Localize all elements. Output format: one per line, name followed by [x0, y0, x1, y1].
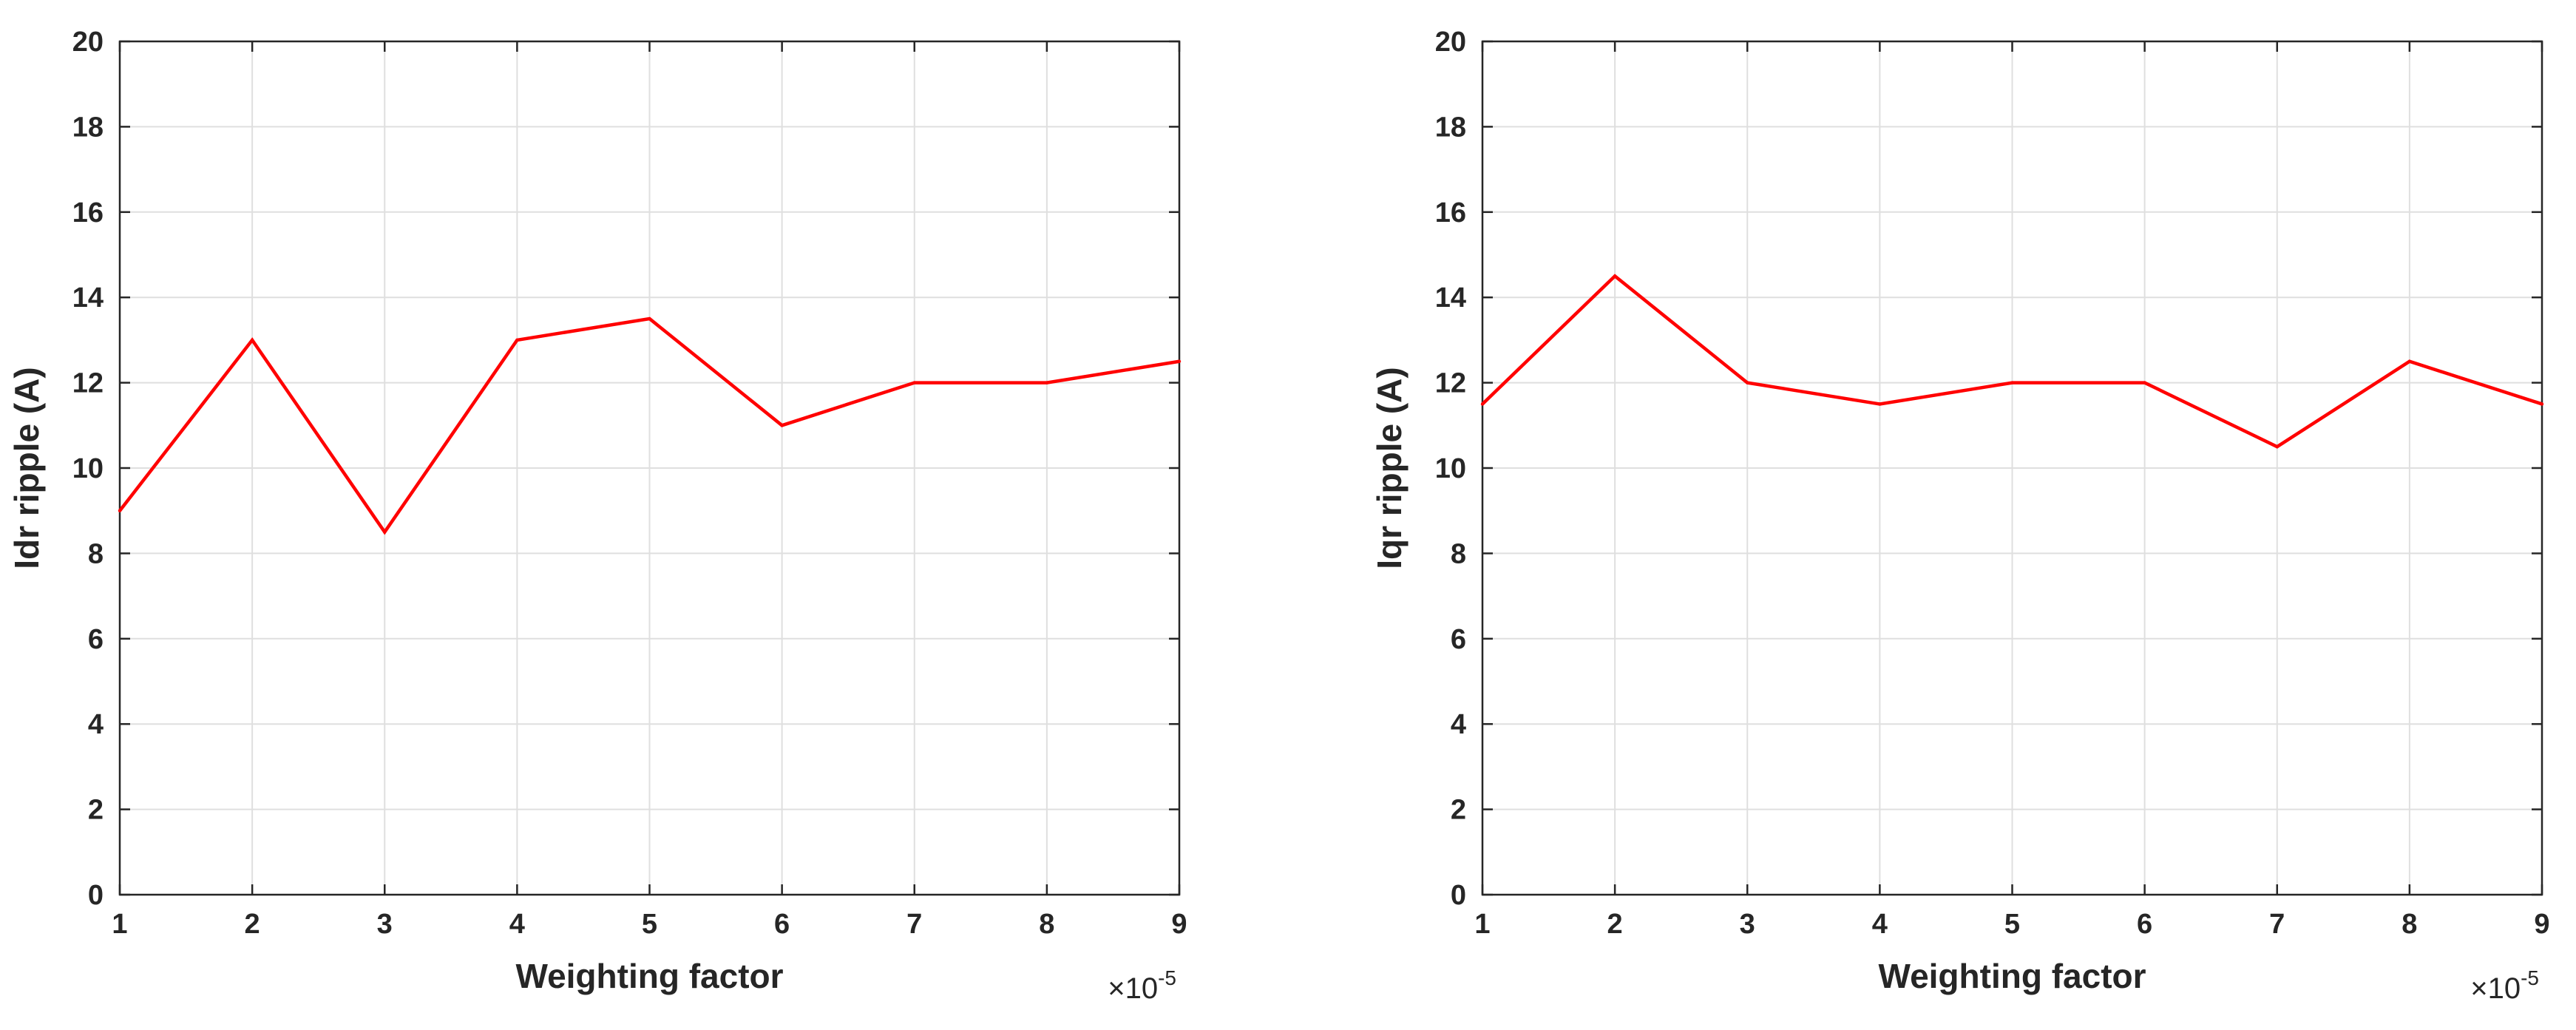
x-tick-label: 5: [642, 909, 657, 940]
x-tick-label: 9: [2534, 909, 2549, 940]
x-tick-label: 2: [245, 909, 260, 940]
y-tick-label: 16: [1435, 197, 1466, 228]
data-point: [515, 338, 519, 342]
data-point: [1746, 381, 1749, 384]
y-tick-label: 18: [1435, 112, 1466, 143]
y-axis-label: Iqr ripple (A): [1370, 367, 1409, 569]
data-point: [1045, 381, 1049, 384]
y-tick-label: 2: [1451, 795, 1466, 826]
y-tick-label: 4: [88, 709, 104, 740]
x-tick-label: 8: [1039, 909, 1054, 940]
y-tick-label: 10: [1435, 453, 1466, 484]
data-point: [2540, 402, 2544, 406]
grid: [1482, 41, 2543, 895]
x-tick-label: 6: [2137, 909, 2152, 940]
y-tick-label: 2: [88, 795, 104, 826]
data-point: [648, 316, 651, 321]
y-tick-label: 12: [1435, 368, 1466, 399]
y-tick-label: 12: [72, 368, 104, 399]
x-tick-label: 1: [112, 909, 127, 940]
data-point: [250, 338, 254, 342]
x-tick-label: 1: [1474, 909, 1490, 940]
y-tick-label: 8: [88, 538, 104, 569]
x-exponent-power: -5: [2521, 966, 2539, 989]
data-point: [1480, 402, 1485, 406]
y-tick-label: 14: [1435, 282, 1466, 314]
x-exponent-power: -5: [1158, 966, 1176, 989]
y-axis-label: Idr ripple (A): [7, 367, 46, 569]
data-point: [1878, 402, 1882, 406]
x-tick-label: 6: [774, 909, 790, 940]
y-tick-label: 6: [1451, 624, 1466, 655]
x-axis-label: Weighting factor: [1878, 957, 2146, 995]
y-tick-label: 8: [1451, 538, 1466, 569]
x-exponent-label: ×10-5: [2470, 966, 2539, 1005]
x-tick-label: 3: [377, 909, 393, 940]
y-tick-label: 4: [1451, 709, 1466, 740]
x-tick-label: 4: [509, 909, 525, 940]
x-tick-label: 7: [906, 909, 922, 940]
data-point: [383, 530, 387, 534]
data-point: [2275, 444, 2279, 449]
y-tick-label: 0: [1451, 880, 1466, 911]
x-tick-label: 5: [2004, 909, 2020, 940]
data-point: [118, 509, 122, 512]
data-point: [912, 381, 916, 384]
x-tick-label: 7: [2269, 909, 2285, 940]
data-point: [2010, 381, 2014, 384]
data-point: [1613, 274, 1617, 278]
x-exponent-label: ×10-5: [1108, 966, 1176, 1005]
y-tick-label: 18: [72, 112, 104, 143]
y-tick-label: 16: [72, 197, 104, 228]
x-tick-label: 4: [1872, 909, 1888, 940]
x-exponent-base: ×10: [1108, 972, 1158, 1005]
y-tick-label: 10: [72, 453, 104, 484]
x-tick-label: 9: [1171, 909, 1187, 940]
data-point: [780, 424, 784, 427]
y-tick-label: 20: [1435, 27, 1466, 58]
x-tick-label: 3: [1740, 909, 1755, 940]
x-axis-label: Weighting factor: [515, 957, 783, 995]
y-tick-label: 14: [72, 282, 104, 314]
x-tick-label: 2: [1607, 909, 1623, 940]
y-tick-label: 0: [88, 880, 104, 911]
y-tick-label: 20: [72, 27, 104, 58]
y-tick-label: 6: [88, 624, 104, 655]
x-exponent-base: ×10: [2470, 972, 2521, 1005]
data-point: [2407, 359, 2412, 363]
data-point: [1177, 359, 1182, 363]
data-point: [2143, 381, 2146, 384]
x-tick-label: 8: [2402, 909, 2417, 940]
